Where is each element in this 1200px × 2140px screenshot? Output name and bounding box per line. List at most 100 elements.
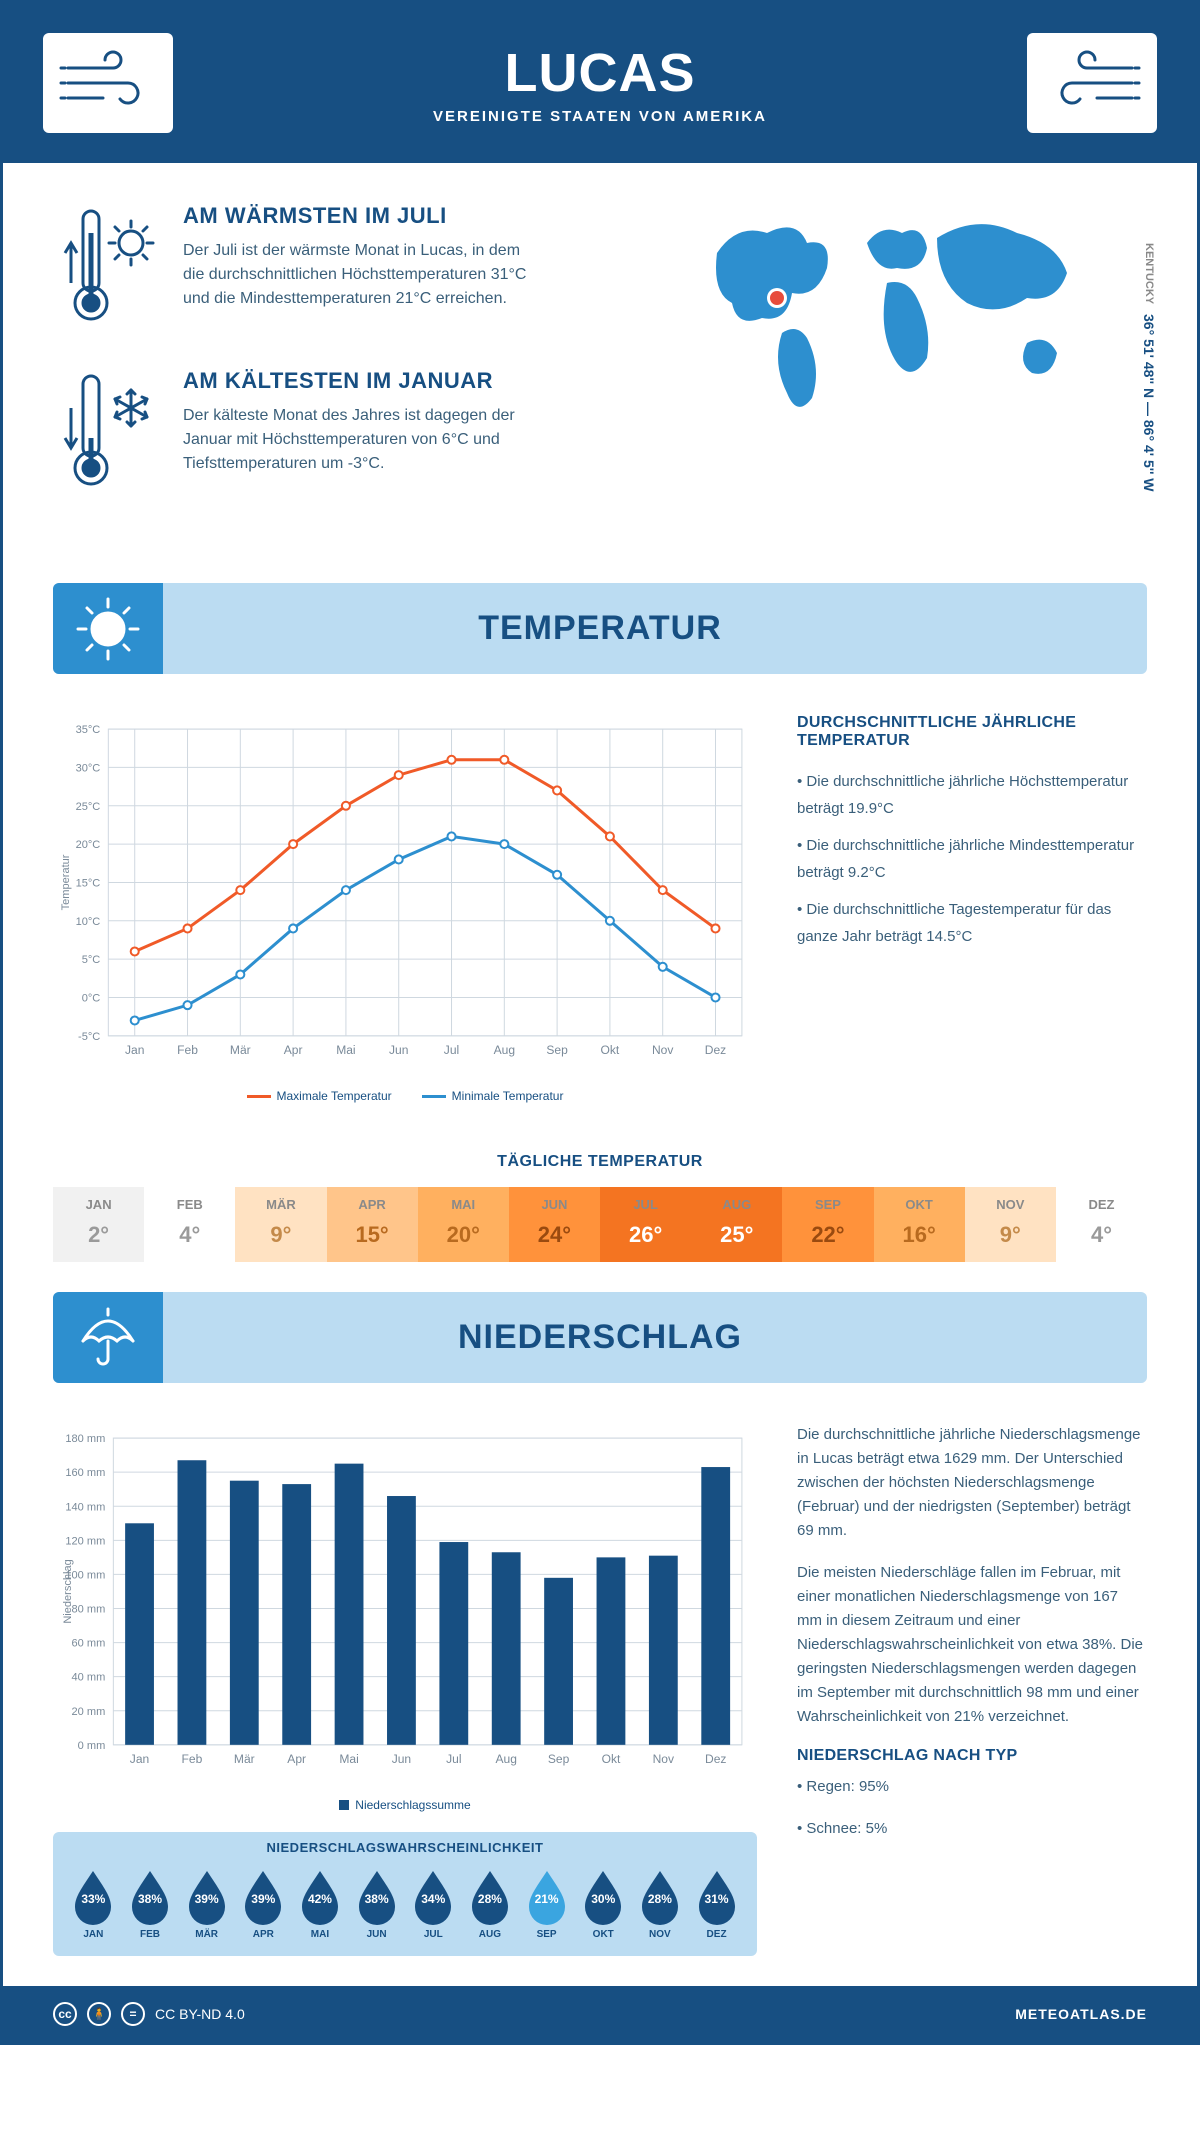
svg-text:Aug: Aug [495,1752,516,1766]
svg-text:180 mm: 180 mm [65,1433,105,1445]
coordinates-label: KENTUCKY 36° 51' 48'' N — 86° 4' 5'' W [1141,243,1157,492]
precipitation-legend: Niederschlagssumme [53,1798,757,1812]
probability-drop: 38%FEB [126,1867,174,1940]
svg-text:Mär: Mär [234,1752,255,1766]
svg-text:15°C: 15°C [76,877,101,889]
svg-text:25°C: 25°C [76,801,101,813]
license-text: CC BY-ND 4.0 [155,2006,245,2022]
cc-icon: cc [53,2002,77,2026]
svg-text:160 mm: 160 mm [65,1467,105,1479]
svg-text:Jan: Jan [125,1043,144,1057]
precipitation-bar-chart: 0 mm20 mm40 mm60 mm80 mm100 mm120 mm140 … [53,1423,757,1956]
probability-drop: 28%NOV [636,1867,684,1940]
brand-text: METEOATLAS.DE [1015,2006,1147,2022]
precip-type-line: • Schnee: 5% [797,1817,1147,1841]
thermometer-cold-icon [53,368,163,503]
probability-drop: 28%AUG [466,1867,514,1940]
precipitation-stats: Die durchschnittliche jährliche Niedersc… [797,1423,1147,1956]
svg-text:10°C: 10°C [76,916,101,928]
coldest-text: Der kälteste Monat des Jahres ist dagege… [183,404,543,476]
wind-icon-right [1027,33,1157,133]
precipitation-banner: NIEDERSCHLAG [53,1292,1147,1383]
svg-text:Nov: Nov [653,1752,674,1766]
svg-text:Mai: Mai [339,1752,358,1766]
world-map [687,203,1107,433]
daily-temp-title: TÄGLICHE TEMPERATUR [3,1153,1197,1171]
svg-text:60 mm: 60 mm [72,1638,106,1650]
location-subtitle: VEREINIGTE STAATEN VON AMERIKA [173,108,1027,125]
svg-text:140 mm: 140 mm [65,1501,105,1513]
probability-drop: 42%MAI [296,1867,344,1940]
svg-text:0 mm: 0 mm [78,1740,106,1752]
svg-text:Okt: Okt [602,1752,621,1766]
svg-text:35°C: 35°C [76,724,101,736]
svg-text:Feb: Feb [182,1752,203,1766]
svg-text:Jul: Jul [444,1043,459,1057]
svg-text:Mär: Mär [230,1043,251,1057]
svg-text:Apr: Apr [287,1752,306,1766]
warmest-block: AM WÄRMSTEN IM JULI Der Juli ist der wär… [53,203,647,338]
temperature-banner: TEMPERATUR [53,583,1147,674]
page-footer: cc 🧍 = CC BY-ND 4.0 METEOATLAS.DE [3,1986,1197,2042]
temperature-legend: Maximale Temperatur Minimale Temperatur [53,1089,757,1103]
svg-text:Dez: Dez [705,1752,726,1766]
prob-title: NIEDERSCHLAGSWAHRSCHEINLICHKEIT [53,1840,757,1855]
svg-text:Dez: Dez [705,1043,726,1057]
svg-text:Jan: Jan [130,1752,149,1766]
svg-text:20°C: 20°C [76,839,101,851]
daily-temp-cell: DEZ4° [1056,1187,1147,1262]
svg-text:Mai: Mai [336,1043,355,1057]
probability-drop: 38%JUN [353,1867,401,1940]
daily-temp-cell: SEP22° [782,1187,873,1262]
wind-icon-left [43,33,173,133]
daily-temp-cell: AUG25° [691,1187,782,1262]
probability-drop: 31%DEZ [693,1867,741,1940]
temp-stats-title: DURCHSCHNITTLICHE JÄHRLICHE TEMPERATUR [797,714,1147,750]
probability-drop: 39%MÄR [183,1867,231,1940]
svg-text:Okt: Okt [601,1043,620,1057]
svg-text:Nov: Nov [652,1043,673,1057]
precip-type-title: NIEDERSCHLAG NACH TYP [797,1747,1147,1765]
warmest-text: Der Juli ist der wärmste Monat in Lucas,… [183,239,543,311]
svg-text:Jul: Jul [446,1752,461,1766]
daily-temp-cell: MAI20° [418,1187,509,1262]
location-title: LUCAS [173,42,1027,104]
svg-text:80 mm: 80 mm [72,1604,106,1616]
license-block: cc 🧍 = CC BY-ND 4.0 [53,2002,245,2026]
temp-stat-line: • Die durchschnittliche jährliche Höchst… [797,768,1147,822]
temperature-line-chart: -5°C0°C5°C10°C15°C20°C25°C30°C35°CJanFeb… [53,714,757,1103]
temperature-title: TEMPERATUR [83,609,1117,648]
svg-text:Feb: Feb [177,1043,198,1057]
daily-temp-cell: JUN24° [509,1187,600,1262]
svg-text:30°C: 30°C [76,762,101,774]
daily-temp-cell: JAN2° [53,1187,144,1262]
svg-text:Sep: Sep [546,1043,568,1057]
daily-temp-cell: JUL26° [600,1187,691,1262]
daily-temp-cell: NOV9° [965,1187,1056,1262]
probability-drop: 21%SEP [523,1867,571,1940]
svg-text:Apr: Apr [284,1043,303,1057]
thermometer-hot-icon [53,203,163,338]
daily-temp-cell: OKT16° [874,1187,965,1262]
page-header: LUCAS VEREINIGTE STAATEN VON AMERIKA [3,3,1197,163]
daily-temp-cell: APR15° [327,1187,418,1262]
sun-icon [53,583,163,674]
svg-text:20 mm: 20 mm [72,1706,106,1718]
probability-drop: 33%JAN [69,1867,117,1940]
temp-stat-line: • Die durchschnittliche Tagestemperatur … [797,896,1147,950]
svg-text:Sep: Sep [548,1752,570,1766]
probability-drop: 30%OKT [579,1867,627,1940]
probability-drop: 34%JUL [409,1867,457,1940]
svg-text:Jun: Jun [392,1752,411,1766]
svg-text:5°C: 5°C [82,954,101,966]
coldest-title: AM KÄLTESTEN IM JANUAR [183,368,543,394]
precipitation-title: NIEDERSCHLAG [83,1318,1117,1357]
precip-paragraph: Die durchschnittliche jährliche Niedersc… [797,1423,1147,1543]
temperature-section: -5°C0°C5°C10°C15°C20°C25°C30°C35°CJanFeb… [3,694,1197,1123]
probability-drop: 39%APR [239,1867,287,1940]
nd-icon: = [121,2002,145,2026]
svg-text:Temperatur: Temperatur [60,854,72,910]
precipitation-probability-panel: NIEDERSCHLAGSWAHRSCHEINLICHKEIT 33%JAN38… [53,1832,757,1956]
daily-temp-table: JAN2°FEB4°MÄR9°APR15°MAI20°JUN24°JUL26°A… [53,1187,1147,1262]
coldest-block: AM KÄLTESTEN IM JANUAR Der kälteste Mona… [53,368,647,503]
